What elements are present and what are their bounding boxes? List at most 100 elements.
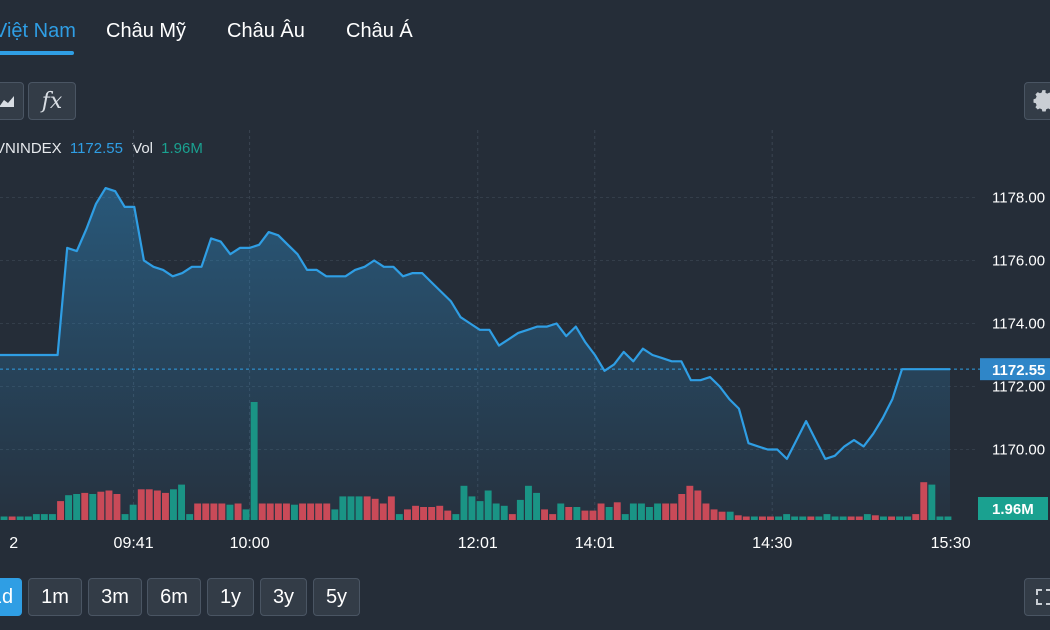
volume-bar (307, 503, 315, 520)
volume-bar (742, 516, 750, 520)
volume-bar (750, 516, 758, 520)
volume-bar (97, 491, 105, 520)
range-button-1m[interactable]: 1m (28, 578, 82, 616)
last-price-label: 1172.55 (992, 362, 1045, 379)
volume-bar (888, 516, 895, 520)
volume-bar (912, 514, 920, 520)
volume-bar (492, 503, 500, 520)
settings-button[interactable] (1024, 82, 1050, 120)
volume-bar (855, 516, 863, 520)
range-button-6m[interactable]: 6m (147, 578, 201, 616)
range-label-1d: 1d (0, 585, 14, 608)
volume-bar (186, 514, 194, 520)
volume-bar (395, 514, 403, 520)
volume-bar (436, 505, 444, 520)
volume-bar (379, 503, 387, 520)
range-button-5y[interactable]: 5y (313, 578, 360, 616)
volume-bar (928, 484, 936, 520)
volume-bar (40, 514, 48, 520)
expand-icon (1036, 589, 1050, 605)
volume-bar (565, 507, 573, 520)
volume-bar (718, 511, 726, 520)
volume-bar (508, 514, 516, 520)
volume-bar (315, 503, 323, 520)
volume-bar (291, 504, 298, 520)
volume-bar (323, 503, 331, 520)
volume-bar (500, 505, 508, 520)
volume-bar (597, 503, 605, 520)
volume-bar (8, 516, 16, 520)
volume-bar (274, 503, 282, 520)
volume-bar (218, 503, 226, 520)
x-tick-label: 12:01 (458, 535, 498, 552)
volume-bar (412, 505, 419, 520)
volume-bar (32, 514, 40, 520)
tab-chau-my[interactable]: Châu Mỹ (106, 20, 187, 42)
volume-bar (678, 494, 686, 520)
volume-bar (589, 510, 597, 520)
range-button-1d[interactable]: 1d (0, 578, 22, 616)
tab-viet-nam[interactable]: Việt Nam (0, 20, 76, 42)
x-tick-label: 10:00 (230, 535, 270, 552)
volume-bar (613, 502, 621, 520)
volume-bar (452, 514, 460, 520)
volume-bar (89, 494, 97, 520)
x-tick-label: 09:41 (114, 535, 154, 552)
volume-bar (234, 503, 242, 520)
tab-chau-au[interactable]: Châu Âu (227, 20, 305, 42)
volume-bar (831, 516, 839, 520)
volume-bar (129, 504, 137, 520)
volume-bar (331, 509, 339, 520)
y-tick-label: 1174.00 (992, 316, 1045, 333)
volume-bar (242, 509, 250, 520)
price-line (0, 187, 950, 460)
volume-bar (283, 503, 290, 520)
volume-bar (662, 503, 670, 520)
fx-label: fx (41, 88, 63, 114)
volume-bar (581, 510, 589, 520)
volume-bar (694, 490, 702, 520)
volume-bar (904, 516, 912, 520)
volume-bar (121, 514, 129, 520)
legend-volume-label: Vol (132, 140, 153, 157)
volume-bar (476, 501, 484, 520)
volume-bar (460, 485, 468, 520)
volume-bar (783, 514, 791, 520)
volume-bar (428, 507, 436, 520)
volume-bar (807, 516, 815, 520)
volume-bar (266, 503, 274, 520)
volume-bar (202, 503, 210, 520)
last-volume-label: 1.96M (992, 501, 1034, 518)
volume-bar (347, 496, 355, 520)
volume-bar (73, 494, 81, 520)
region-tabs: Việt Nam Châu Mỹ Châu Âu Châu Á (0, 0, 1050, 60)
range-button-3m[interactable]: 3m (88, 578, 142, 616)
fullscreen-button[interactable] (1024, 578, 1050, 616)
last-price-badge (980, 358, 1050, 381)
price-chart[interactable]: 1170.00 1172.00 1174.00 1176.00 1178.00 1172.… (0, 130, 1050, 560)
legend-volume-value: 1.96M (161, 140, 203, 157)
volume-bar (944, 516, 952, 520)
volume-bar (49, 514, 56, 520)
volume-bar (759, 516, 766, 520)
volume-bar (0, 516, 8, 520)
chart-type-button[interactable] (0, 82, 24, 120)
volume-bar (646, 507, 653, 520)
volume-bar (57, 501, 64, 520)
y-tick-label: 1170.00 (992, 442, 1045, 459)
volume-bar (170, 489, 177, 520)
volume-bar (420, 507, 427, 520)
volume-bar (65, 495, 72, 520)
volume-bar (145, 489, 153, 520)
range-button-3y[interactable]: 3y (260, 578, 307, 616)
volume-bar (920, 482, 928, 520)
volume-bar (137, 489, 145, 520)
indicators-button[interactable]: fx (28, 82, 76, 120)
range-button-1y[interactable]: 1y (207, 578, 254, 616)
volume-bar (823, 514, 831, 520)
volume-bar (339, 496, 347, 520)
last-volume-badge (978, 497, 1048, 520)
active-tab-indicator (0, 51, 74, 55)
volume-bar (81, 492, 89, 520)
tab-chau-a[interactable]: Châu Á (346, 20, 413, 42)
